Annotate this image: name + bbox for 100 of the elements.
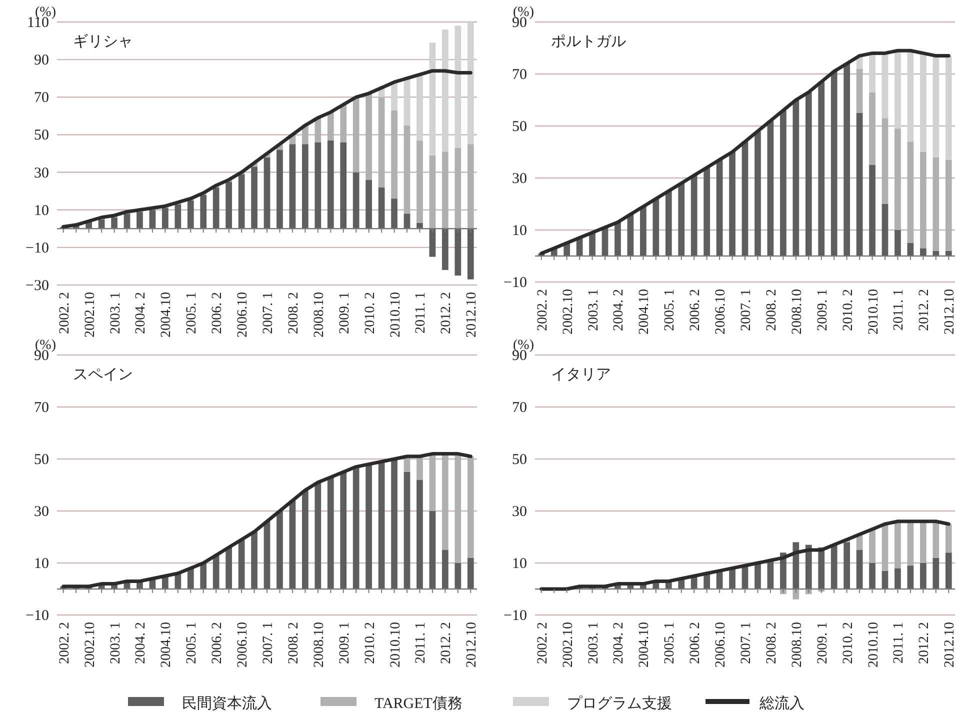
bar	[882, 524, 888, 571]
bar	[289, 144, 296, 229]
x-tick-label: 2002.10	[560, 289, 576, 334]
x-tick-label: 2010.10	[388, 292, 404, 338]
bar	[805, 544, 812, 589]
x-tick-label: 2004. 2	[612, 622, 627, 664]
bar	[742, 142, 748, 256]
bar	[378, 187, 385, 229]
x-tick-label: 2010. 2	[362, 622, 378, 664]
bar	[327, 477, 334, 589]
bar	[945, 524, 952, 553]
y-tick-label: 10	[512, 223, 527, 239]
x-tick-label: 2008. 2	[286, 292, 302, 334]
bar	[289, 500, 296, 589]
bar	[467, 456, 474, 558]
bar	[844, 64, 850, 256]
y-tick-label: 70	[34, 90, 49, 106]
bar	[920, 53, 926, 152]
x-tick-label: 2009. 1	[337, 622, 352, 664]
bar	[805, 92, 812, 256]
x-tick-label: 2007. 1	[261, 292, 276, 334]
x-tick-label: 2012. 2	[917, 289, 932, 331]
bar	[869, 165, 876, 256]
x-tick-label: 2004.10	[637, 289, 652, 334]
bar	[869, 53, 876, 92]
bar	[429, 511, 436, 589]
bar	[391, 110, 398, 199]
bar	[907, 50, 914, 142]
x-tick-label: 2006.10	[236, 622, 251, 668]
bar	[276, 150, 283, 229]
bar	[416, 140, 423, 224]
legend-label: TARGET債務	[374, 695, 462, 712]
x-tick-label: 2004. 2	[134, 622, 149, 664]
bar	[932, 521, 940, 558]
x-tick-label: 2008. 2	[764, 622, 780, 664]
bar	[467, 144, 474, 229]
bar	[704, 168, 710, 256]
bar	[416, 480, 423, 589]
x-tick-label: 2006.10	[714, 289, 729, 334]
y-tick-label: 70	[34, 400, 49, 416]
x-tick-label: 2012.10	[942, 289, 958, 334]
x-tick-label: 2006. 2	[210, 622, 226, 664]
bar	[429, 155, 436, 229]
x-tick-label: 2011. 1	[414, 292, 429, 334]
bar	[856, 550, 863, 589]
bar	[226, 547, 232, 589]
x-tick-label: 2010. 2	[362, 292, 378, 334]
bar	[454, 26, 462, 148]
bar	[945, 552, 952, 589]
bar	[894, 50, 901, 129]
text: スペイン	[73, 367, 133, 383]
x-tick-label: 2012. 2	[439, 292, 454, 334]
x-tick-label: 2011. 1	[414, 622, 429, 664]
bar	[327, 112, 334, 140]
bar	[442, 550, 448, 589]
x-tick-label: 2006. 2	[210, 292, 226, 334]
bar	[264, 157, 270, 229]
bar	[429, 454, 436, 511]
bar	[945, 160, 952, 251]
x-tick-label: 2006. 2	[688, 622, 704, 664]
x-tick-label: 2008. 2	[286, 622, 302, 664]
y-axis-title: (%)	[35, 5, 56, 20]
x-tick-label: 2005. 1	[184, 292, 200, 334]
bar	[212, 555, 220, 589]
bar	[844, 542, 850, 589]
bar	[907, 243, 914, 256]
bar	[678, 183, 685, 256]
bar	[416, 223, 423, 229]
y-tick-label: 30	[512, 171, 527, 187]
bar	[340, 104, 347, 142]
bar	[352, 466, 360, 589]
bar	[767, 120, 774, 256]
legend-label: 民間資本流入	[182, 695, 272, 712]
text: ポルトガル	[551, 34, 626, 50]
x-tick-label: 2012.10	[942, 622, 958, 668]
bar	[276, 511, 283, 589]
y-tick-label: 30	[512, 504, 527, 520]
bar	[869, 563, 876, 589]
x-tick-label: 2002.10	[82, 622, 98, 668]
bar	[920, 248, 926, 256]
bar	[314, 118, 322, 142]
bar	[404, 125, 410, 214]
bar	[251, 166, 258, 229]
legend-label: 総流入	[758, 695, 804, 712]
x-tick-label: 2002. 2	[535, 289, 550, 331]
bar	[302, 144, 308, 229]
y-tick-label: 50	[34, 452, 49, 468]
bar	[366, 180, 372, 229]
y-tick-label: −10	[504, 275, 527, 291]
x-tick-label: 2009. 1	[815, 622, 830, 664]
bar	[416, 74, 423, 140]
bar	[690, 175, 698, 256]
y-tick-label: −10	[504, 608, 527, 624]
bar	[589, 232, 596, 256]
bar	[830, 544, 838, 589]
bar	[366, 93, 372, 180]
x-tick-label: 2004. 2	[612, 289, 627, 331]
bar	[391, 82, 398, 110]
bar	[174, 204, 182, 229]
bar	[792, 589, 800, 600]
